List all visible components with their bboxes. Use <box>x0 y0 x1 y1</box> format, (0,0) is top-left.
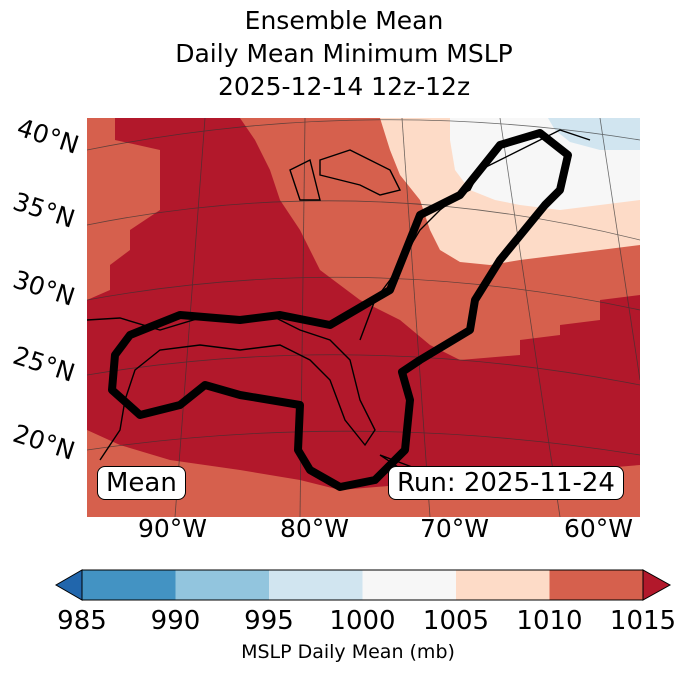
colorbar-segment-1000 <box>362 570 457 600</box>
map <box>87 118 640 517</box>
title-line-1: Ensemble Mean <box>244 6 444 35</box>
colorbar-segment-1005 <box>456 570 550 600</box>
lat-label-30: 30°N <box>9 264 79 312</box>
colorbar-over-arrow <box>642 569 672 601</box>
run-annotation: Run: 2025-11-24 <box>388 466 624 500</box>
colorbar-segment-990 <box>175 570 270 600</box>
lat-label-40: 40°N <box>13 112 83 160</box>
colorbar-tick-label: 1015 <box>609 606 677 636</box>
colorbar-tick-label: 1005 <box>422 606 490 636</box>
title-line-3: 2025-12-14 12z-12z <box>217 72 471 101</box>
region-1010-west <box>87 118 160 300</box>
colorbar-tick-label: 985 <box>57 606 107 636</box>
colorbar-segment-995 <box>269 570 363 600</box>
colorbar-label: MSLP Daily Mean (mb) <box>241 641 455 663</box>
lat-label-25: 25°N <box>9 340 79 388</box>
lon-label-60w: 60°W <box>564 514 634 543</box>
lat-label-35: 35°N <box>9 186 79 234</box>
colorbar-under-arrow <box>54 569 83 601</box>
lon-label-70w: 70°W <box>420 514 490 543</box>
lon-label-90w: 90°W <box>138 514 208 543</box>
region-995 <box>548 118 640 150</box>
lat-label-20: 20°N <box>9 418 79 466</box>
colorbar-tick-label: 1000 <box>329 606 396 636</box>
colorbar-segment-985 <box>82 570 176 600</box>
colorbar-segment-1010 <box>549 570 644 600</box>
colorbar-tick-label: 995 <box>244 606 294 636</box>
colorbar-tick-label: 990 <box>150 606 201 636</box>
mean-annotation: Mean <box>97 466 186 500</box>
title-line-2: Daily Mean Minimum MSLP <box>175 39 513 68</box>
mslp-contour <box>108 129 572 491</box>
lon-label-80w: 80°W <box>280 514 350 543</box>
colorbar-tick-label: 1010 <box>516 606 583 636</box>
colorbar <box>54 569 672 601</box>
